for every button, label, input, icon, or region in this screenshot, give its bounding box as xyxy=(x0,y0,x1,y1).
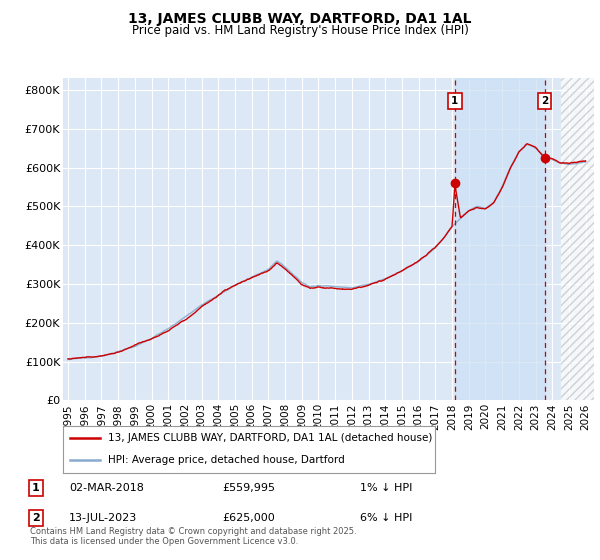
Bar xyxy=(560,78,594,400)
Text: 13, JAMES CLUBB WAY, DARTFORD, DA1 1AL (detached house): 13, JAMES CLUBB WAY, DARTFORD, DA1 1AL (… xyxy=(107,433,432,444)
Text: 2: 2 xyxy=(541,96,548,106)
Text: HPI: Average price, detached house, Dartford: HPI: Average price, detached house, Dart… xyxy=(107,455,344,465)
Text: 6% ↓ HPI: 6% ↓ HPI xyxy=(360,513,412,523)
Text: 13, JAMES CLUBB WAY, DARTFORD, DA1 1AL: 13, JAMES CLUBB WAY, DARTFORD, DA1 1AL xyxy=(128,12,472,26)
Text: £625,000: £625,000 xyxy=(222,513,275,523)
Text: Price paid vs. HM Land Registry's House Price Index (HPI): Price paid vs. HM Land Registry's House … xyxy=(131,24,469,36)
Text: 2: 2 xyxy=(32,513,40,523)
Bar xyxy=(455,78,545,400)
Text: Contains HM Land Registry data © Crown copyright and database right 2025.
This d: Contains HM Land Registry data © Crown c… xyxy=(30,526,356,546)
Text: 02-MAR-2018: 02-MAR-2018 xyxy=(69,483,144,493)
Text: 1: 1 xyxy=(451,96,458,106)
Text: 1% ↓ HPI: 1% ↓ HPI xyxy=(360,483,412,493)
Text: 1: 1 xyxy=(32,483,40,493)
Text: £559,995: £559,995 xyxy=(222,483,275,493)
Bar xyxy=(560,78,594,400)
Text: 13-JUL-2023: 13-JUL-2023 xyxy=(69,513,137,523)
